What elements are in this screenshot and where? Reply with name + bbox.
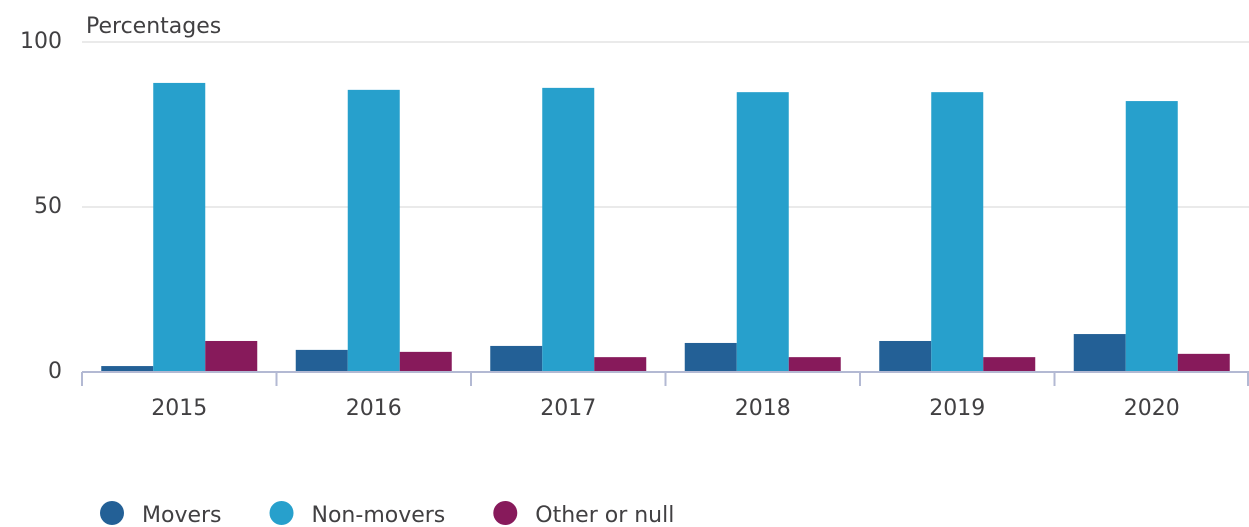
bar <box>399 351 452 372</box>
legend-swatch <box>269 501 294 525</box>
legend-swatch <box>100 501 124 525</box>
y-axis-label: Percentages <box>86 14 221 39</box>
bar <box>295 349 348 372</box>
x-tick-label: 2018 <box>735 396 791 421</box>
y-tick-label: 50 <box>34 194 62 219</box>
bar <box>788 357 841 372</box>
bar <box>347 89 400 372</box>
x-tick-label: 2015 <box>151 396 207 421</box>
legend-swatch <box>493 501 518 525</box>
bar <box>1177 353 1230 372</box>
bar <box>101 366 154 372</box>
bar <box>594 357 647 372</box>
bar <box>1125 101 1178 372</box>
bar <box>736 92 789 372</box>
bar <box>684 342 737 372</box>
legend-label: Movers <box>142 503 222 527</box>
bar <box>1073 334 1126 372</box>
bar <box>542 87 595 373</box>
x-tick-label: 2017 <box>540 396 596 421</box>
bar <box>879 340 932 372</box>
y-tick-label: 0 <box>48 359 62 384</box>
bar <box>153 82 206 373</box>
bar <box>205 340 258 372</box>
bar <box>490 345 543 372</box>
x-tick-label: 2016 <box>346 396 402 421</box>
y-tick-label: 100 <box>20 29 62 54</box>
legend-label: Non-movers <box>312 503 446 527</box>
x-tick-label: 2019 <box>929 396 985 421</box>
x-tick-label: 2020 <box>1124 396 1180 421</box>
bar <box>983 357 1036 372</box>
bar <box>931 92 984 372</box>
legend-label: Other or null <box>535 503 674 527</box>
